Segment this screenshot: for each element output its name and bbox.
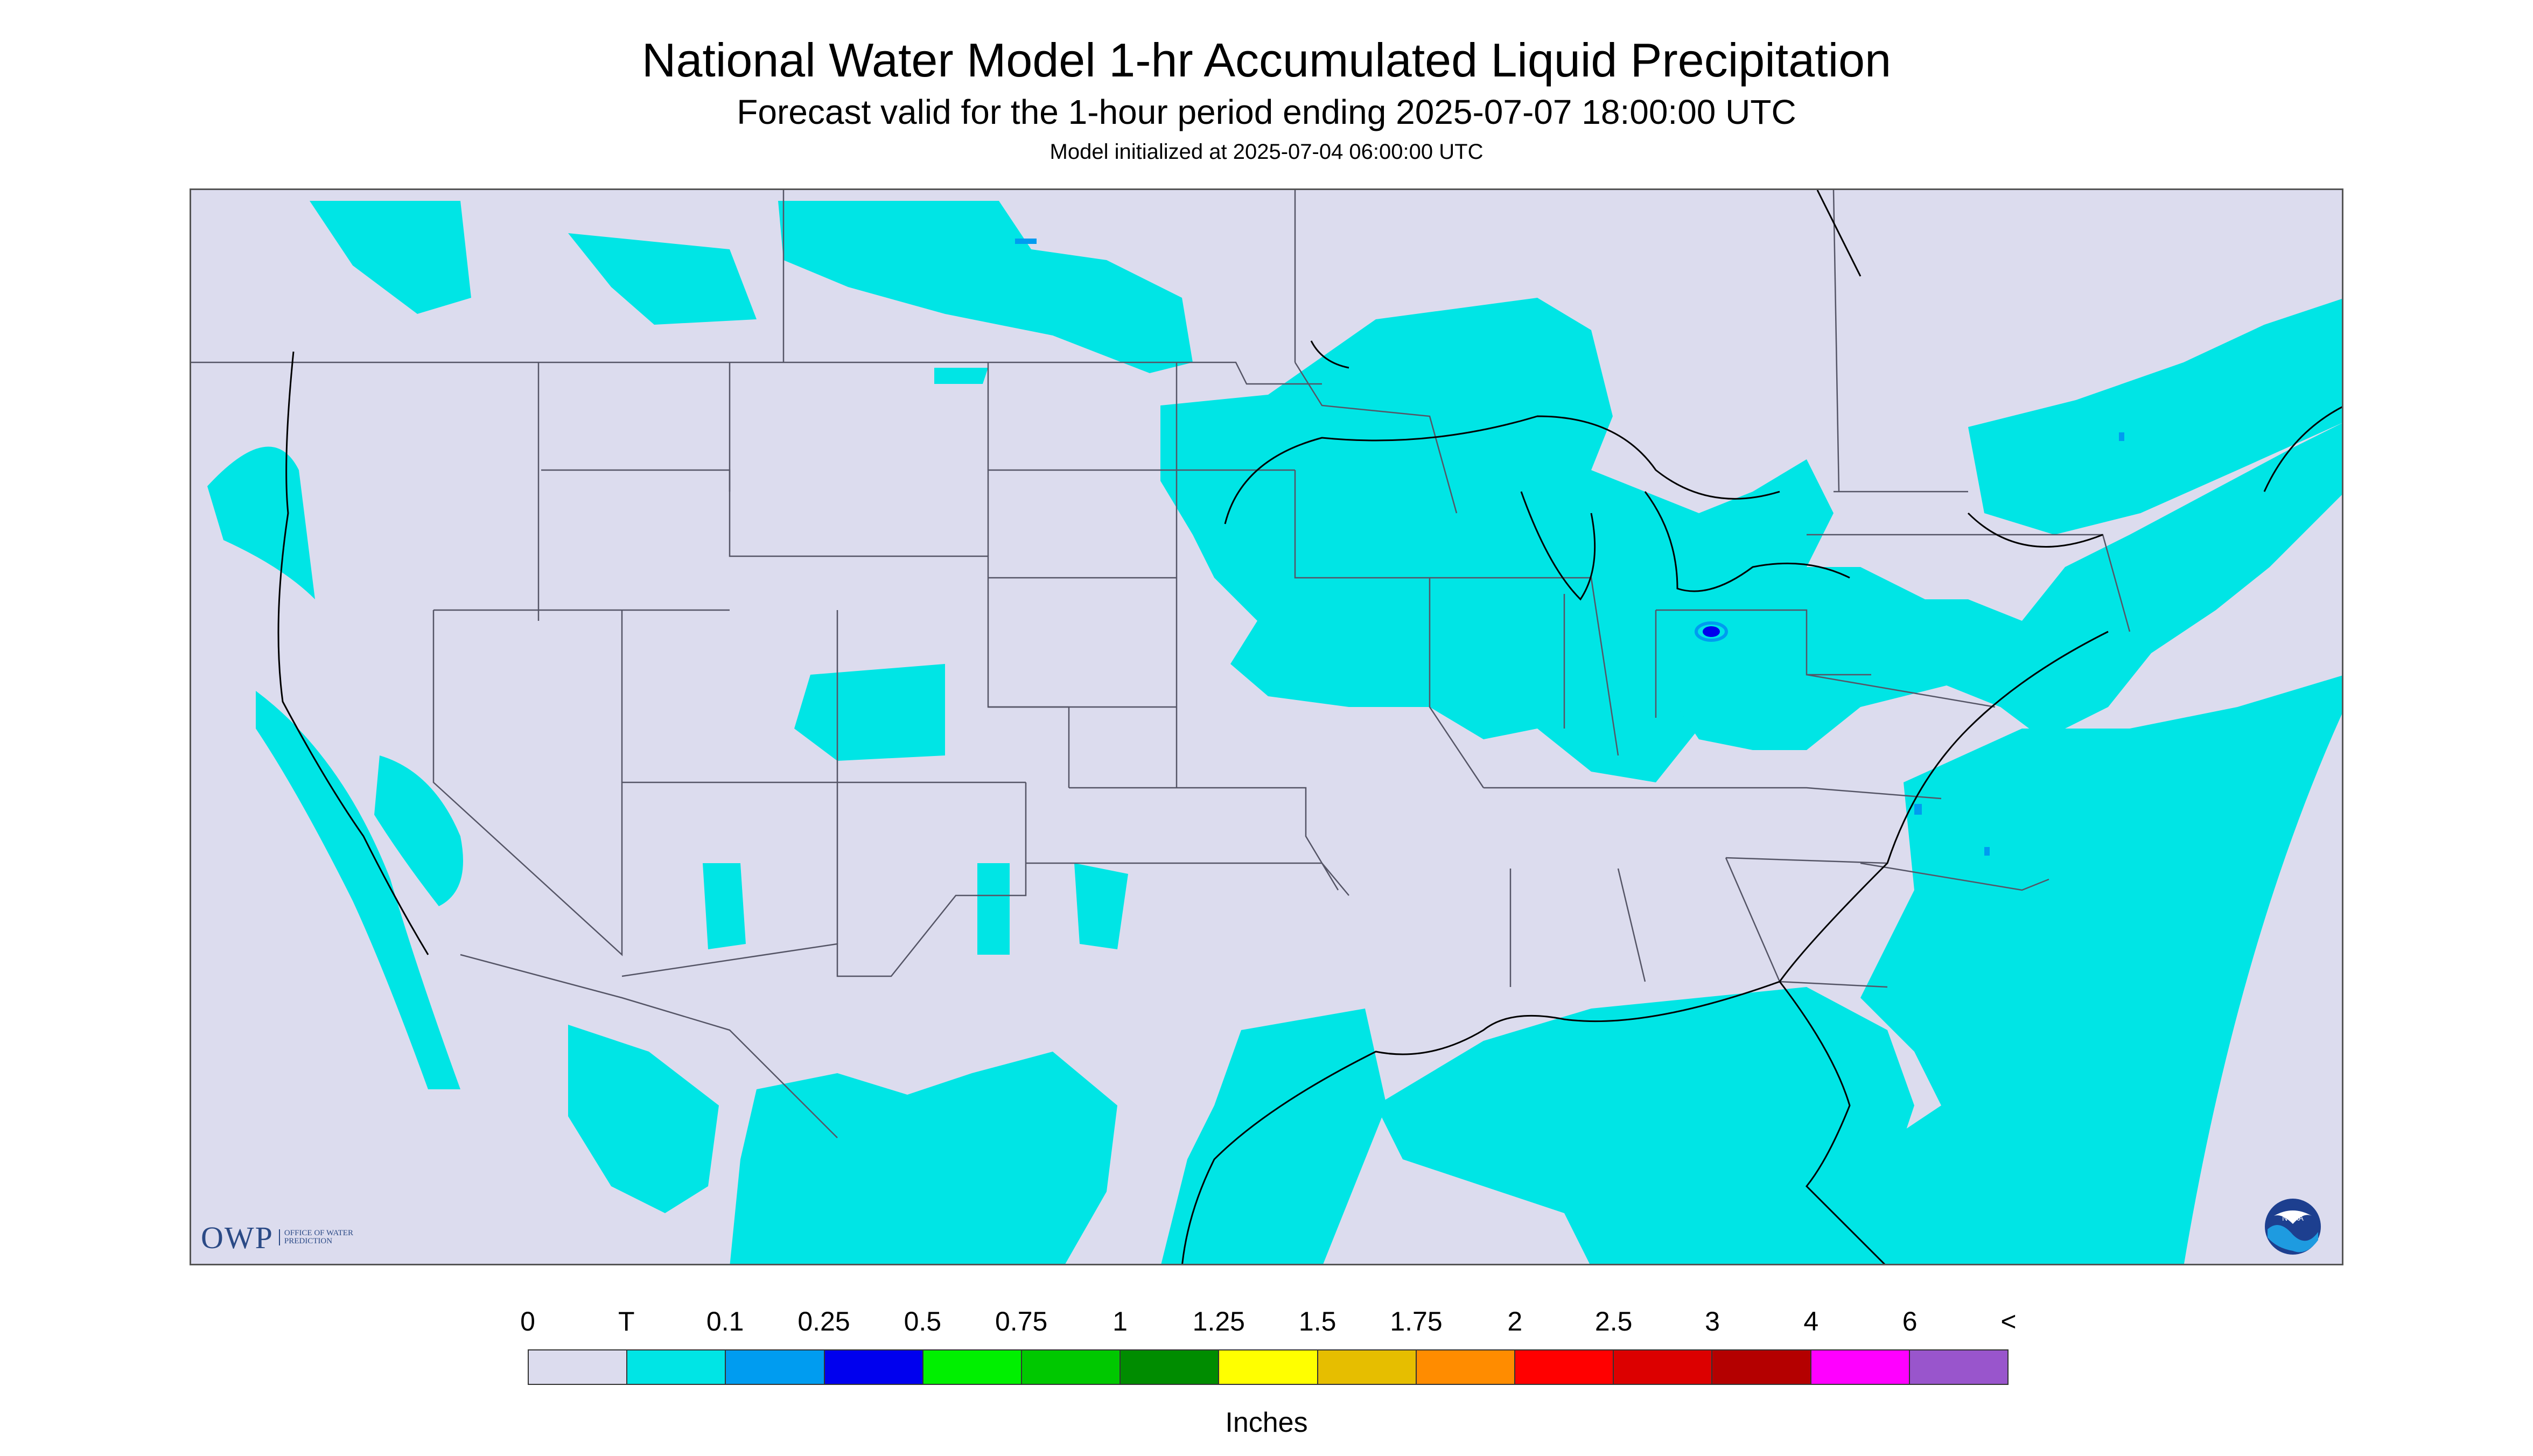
legend-swatch	[1515, 1350, 1614, 1384]
map-canvas	[191, 190, 2342, 1264]
legend-swatch	[1712, 1350, 1811, 1384]
legend-swatch	[529, 1350, 628, 1384]
map-borders	[191, 190, 2131, 1138]
legend-labels: 0 T 0.1 0.25 0.5 0.75 1 1.25 1.5 1.75 2 2.5 3 4 6 <	[0, 1306, 2533, 1338]
legend-tick-label: 3	[1705, 1306, 1720, 1336]
legend-swatch	[1811, 1350, 1910, 1384]
owp-logo: OWP OFFICE OF WATER PREDICTION	[201, 1219, 360, 1256]
legend-swatch	[824, 1350, 923, 1384]
owp-logo-subtext: OFFICE OF WATER PREDICTION	[278, 1229, 360, 1245]
legend-tick-label: 0.25	[797, 1306, 850, 1336]
legend-tick-label: 1	[1112, 1306, 1128, 1336]
legend-swatch	[1909, 1350, 2008, 1384]
noaa-logo-text: NOAA	[2282, 1214, 2304, 1222]
legend-swatch	[726, 1350, 825, 1384]
legend-swatch	[627, 1350, 726, 1384]
out-of-domain-left	[191, 578, 470, 1264]
legend-tick-label: <	[2000, 1306, 2017, 1336]
legend-tick-label: 1.75	[1390, 1306, 1443, 1336]
legend-color-bar	[528, 1349, 2009, 1385]
legend-tick-label: 0.75	[995, 1306, 1048, 1336]
legend-tick-label: T	[618, 1306, 635, 1336]
legend-units: Inches	[1225, 1407, 1308, 1438]
noaa-logo: NOAA	[2265, 1199, 2321, 1255]
precip-field-heavy	[1015, 239, 2124, 856]
legend-tick-label: 1.5	[1298, 1306, 1337, 1336]
legend-swatch	[1022, 1350, 1121, 1384]
map-subtitle: Forecast valid for the 1-hour period end…	[737, 93, 1796, 131]
legend-tick-label: 0.5	[904, 1306, 942, 1336]
legend-swatch	[1219, 1350, 1318, 1384]
legend-tick-label: 2.5	[1594, 1306, 1633, 1336]
legend-tick-label: 2	[1507, 1306, 1523, 1336]
map-title: National Water Model 1-hr Accumulated Li…	[641, 33, 1892, 87]
legend-swatch	[1318, 1350, 1417, 1384]
legend-tick-label: 0	[520, 1306, 535, 1336]
coastlines	[277, 190, 2342, 1264]
legend-swatch	[923, 1350, 1023, 1384]
legend-swatch	[1614, 1350, 1713, 1384]
legend-tick-label: 0.1	[706, 1306, 744, 1336]
legend-swatch	[1121, 1350, 1220, 1384]
legend-swatch	[1416, 1350, 1516, 1384]
precip-map: OWP OFFICE OF WATER PREDICTION NOAA	[190, 188, 2343, 1265]
precip-field-trace	[207, 201, 2342, 1264]
owp-logo-text: OWP	[201, 1220, 274, 1255]
legend-tick-label: 1.25	[1192, 1306, 1245, 1336]
model-init-line: Model initialized at 2025-07-04 06:00:00…	[1049, 140, 1484, 164]
legend-tick-label: 6	[1902, 1306, 1918, 1336]
legend-tick-label: 4	[1803, 1306, 1819, 1336]
